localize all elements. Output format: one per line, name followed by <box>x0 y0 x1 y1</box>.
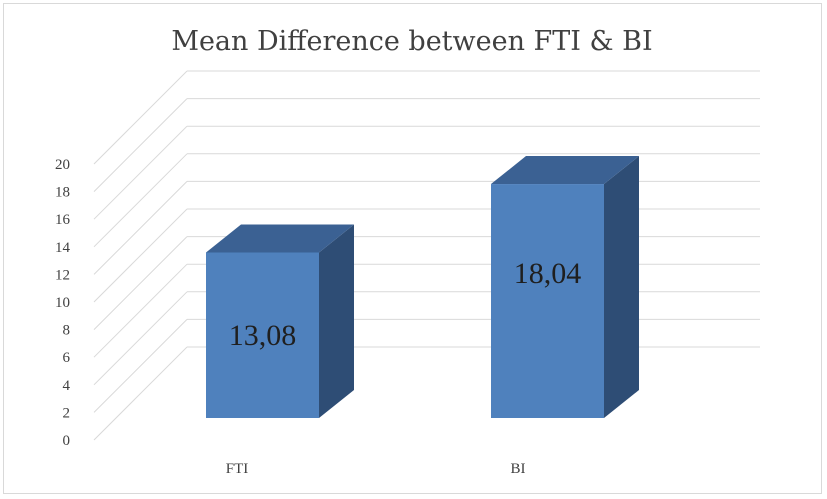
data-label: 13,08 <box>229 319 297 352</box>
bar-front <box>206 252 319 418</box>
bar-side <box>604 156 639 418</box>
bar-side <box>319 224 354 418</box>
x-axis-categories: FTI BI <box>226 461 526 477</box>
gridline-side <box>93 319 188 413</box>
y-tick-label: 0 <box>63 433 71 449</box>
y-axis-ticks: 0 2 4 6 8 10 12 14 16 18 20 <box>55 157 71 449</box>
y-tick-label: 8 <box>63 323 71 339</box>
gridline-side <box>93 181 188 275</box>
gridline-side <box>93 153 188 248</box>
bar-top <box>491 156 639 185</box>
chart-title: Mean Difference between FTI & BI <box>171 26 652 57</box>
y-tick-label: 20 <box>55 157 70 173</box>
gridline-side <box>93 125 188 220</box>
gridline-side <box>93 70 188 165</box>
y-tick-label: 18 <box>55 185 70 201</box>
bars: 13,08 18,04 <box>206 156 639 418</box>
x-category-label: BI <box>511 461 526 477</box>
y-tick-label: 12 <box>55 267 70 283</box>
gridline-side <box>93 263 188 358</box>
data-label: 18,04 <box>514 257 582 290</box>
chart-frame <box>3 3 822 494</box>
bar-front <box>491 184 604 418</box>
y-tick-label: 14 <box>55 240 71 256</box>
y-tick-label: 2 <box>63 405 71 421</box>
gridline-side <box>93 291 188 386</box>
bar-fti: 13,08 <box>206 224 354 418</box>
y-tick-label: 4 <box>63 378 71 394</box>
gridlines <box>93 70 760 441</box>
gridline-side <box>93 236 188 330</box>
gridline-side <box>93 346 188 441</box>
bar-bi: 18,04 <box>491 156 639 418</box>
gridline-side <box>93 98 188 192</box>
x-category-label: FTI <box>226 461 249 477</box>
y-tick-label: 16 <box>55 212 71 228</box>
gridline-side <box>93 208 188 303</box>
y-tick-label: 10 <box>55 295 70 311</box>
y-tick-label: 6 <box>63 350 71 366</box>
bar-top <box>206 224 354 253</box>
